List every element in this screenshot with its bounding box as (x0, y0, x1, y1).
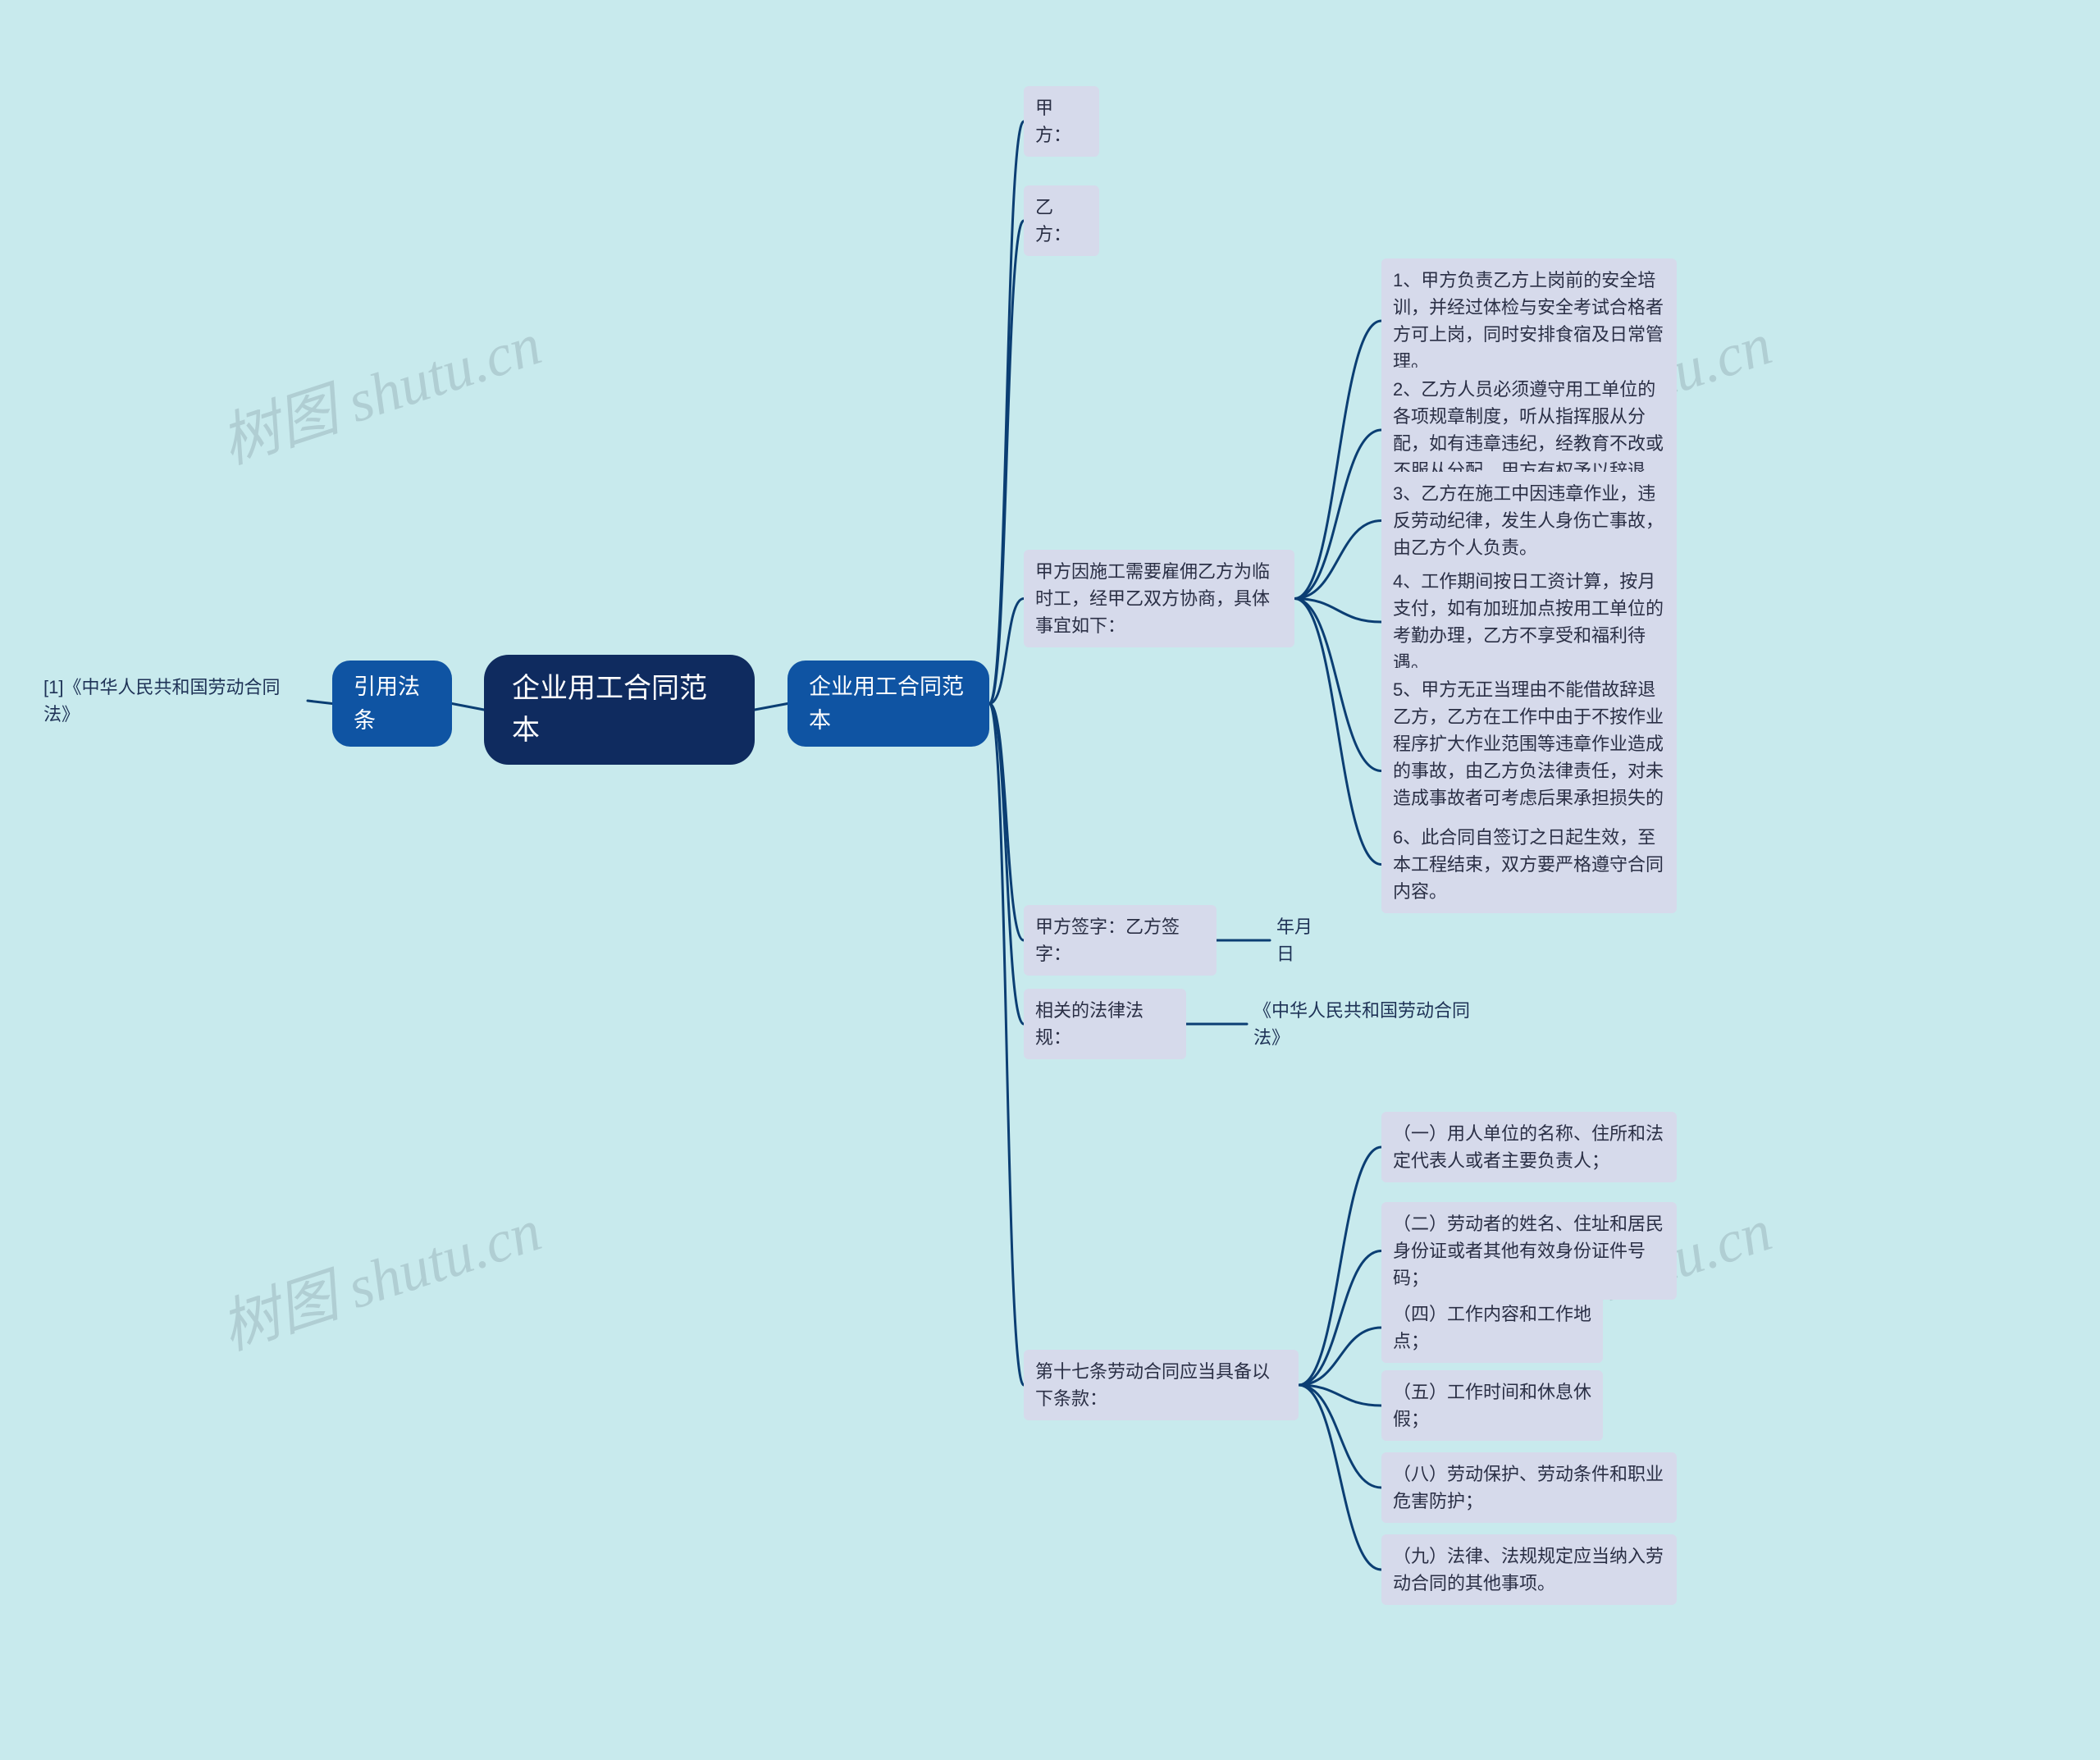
root-node[interactable]: 企业用工合同范本 (484, 655, 755, 765)
watermark: 树图 shutu.cn (208, 1182, 550, 1366)
r5-sub-2[interactable]: （四）工作内容和工作地点； (1381, 1292, 1603, 1363)
r-child-4[interactable]: 相关的法律法规： (1024, 989, 1186, 1059)
r2-sub-5[interactable]: 6、此合同自签订之日起生效，至本工程结束，双方要严格遵守合同内容。 (1381, 816, 1677, 913)
r5-sub-4[interactable]: （八）劳动保护、劳动条件和职业危害防护； (1381, 1452, 1677, 1523)
r-child-1[interactable]: 乙方： (1024, 185, 1099, 256)
r-child-2[interactable]: 甲方因施工需要雇佣乙方为临时工，经甲乙双方协商，具体事宜如下： (1024, 550, 1294, 647)
r-child-3[interactable]: 甲方签字：乙方签字： (1024, 905, 1217, 976)
r5-sub-0[interactable]: （一）用人单位的名称、住所和法定代表人或者主要负责人； (1381, 1112, 1677, 1182)
connectors-layer (0, 0, 2100, 1760)
r2-sub-2[interactable]: 3、乙方在施工中因违章作业，违反劳动纪律，发生人身伤亡事故，由乙方个人负责。 (1381, 472, 1677, 569)
r2-sub-3[interactable]: 4、工作期间按日工资计算，按月支付，如有加班加点按用工单位的考勤办理，乙方不享受… (1381, 560, 1677, 684)
left-branch[interactable]: 引用法条 (332, 661, 452, 747)
r5-sub-5[interactable]: （九）法律、法规规定应当纳入劳动合同的其他事项。 (1381, 1534, 1677, 1605)
r3-sub-0: 年月日 (1270, 908, 1329, 972)
watermark: 树图 shutu.cn (208, 295, 550, 480)
r5-sub-3[interactable]: （五）工作时间和休息休假； (1381, 1370, 1603, 1441)
r2-sub-0[interactable]: 1、甲方负责乙方上岗前的安全培训，并经过体检与安全考试合格者方可上岗，同时安排食… (1381, 258, 1677, 383)
right-branch[interactable]: 企业用工合同范本 (788, 661, 989, 747)
r4-sub-0: 《中华人民共和国劳动合同法》 (1247, 992, 1485, 1056)
r-child-5[interactable]: 第十七条劳动合同应当具备以下条款： (1024, 1350, 1299, 1420)
r5-sub-1[interactable]: （二）劳动者的姓名、住址和居民身份证或者其他有效身份证件号码； (1381, 1202, 1677, 1300)
r-child-0[interactable]: 甲方： (1024, 86, 1099, 157)
left-leaf: [1]《中华人民共和国劳动合同法》 (37, 669, 308, 733)
